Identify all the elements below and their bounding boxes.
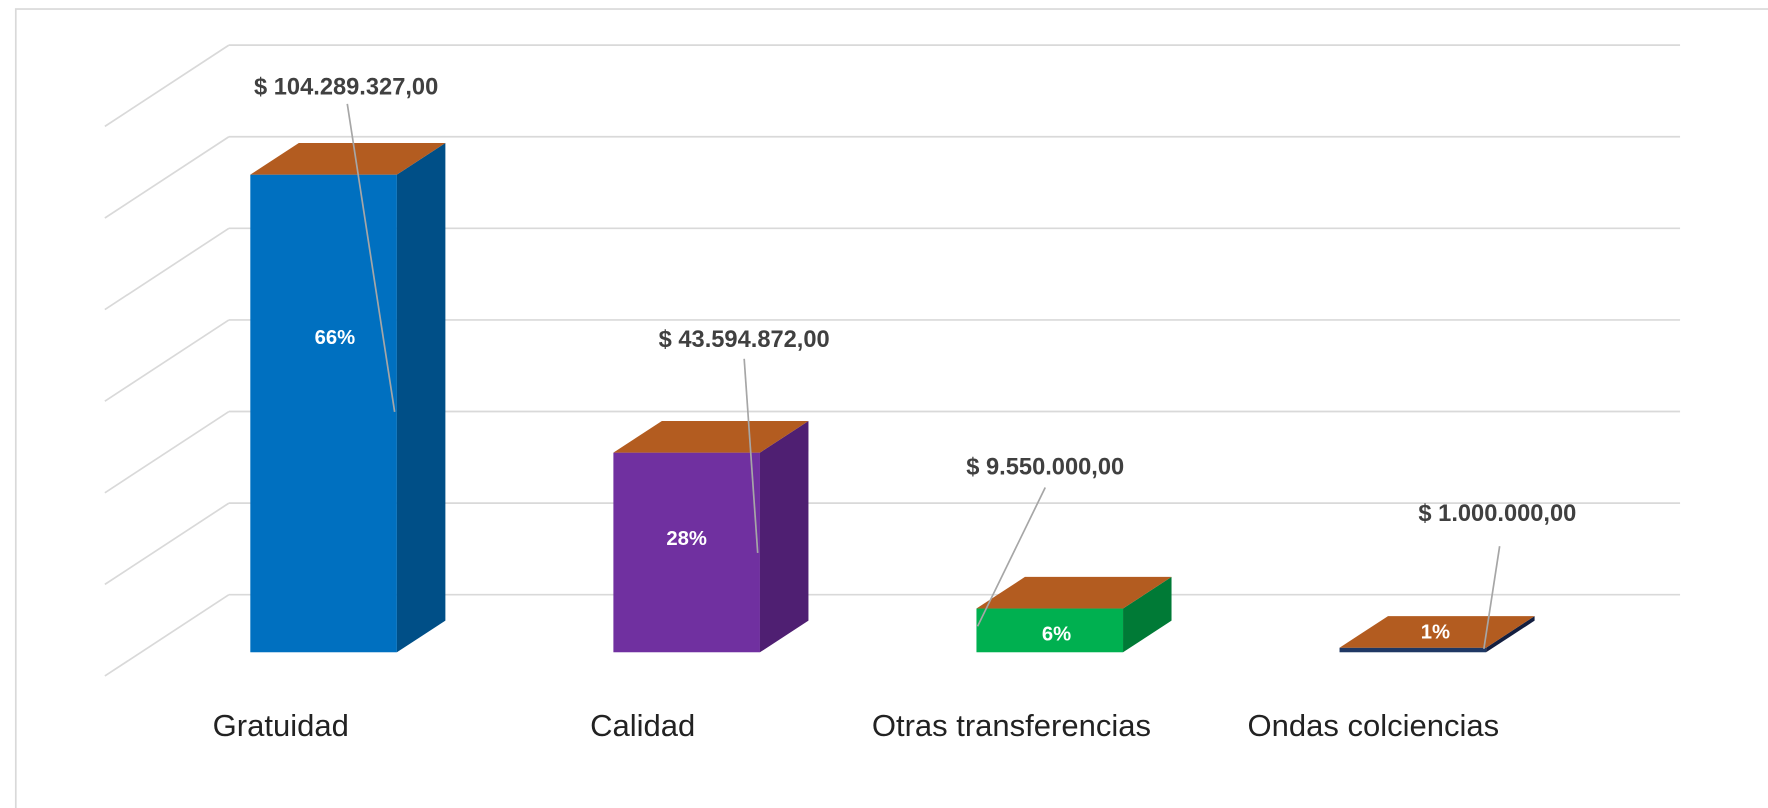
category-label: Gratuidad bbox=[212, 707, 349, 743]
value-label: $ 104.289.327,00 bbox=[254, 74, 438, 100]
share-label: 28% bbox=[666, 528, 707, 550]
bar-top bbox=[250, 143, 446, 175]
value-label: $ 43.594.872,00 bbox=[659, 327, 830, 353]
category-label: Calidad bbox=[590, 707, 696, 743]
bar-side bbox=[1486, 616, 1535, 653]
grid-line-side bbox=[104, 319, 230, 402]
bar-side bbox=[1123, 576, 1172, 653]
grid-line-side bbox=[104, 502, 230, 586]
share-label: 6% bbox=[1042, 624, 1071, 646]
value-label: $ 9.550.000,00 bbox=[966, 455, 1124, 481]
share-label: 1% bbox=[1421, 621, 1450, 643]
category-label: Otras transferencias bbox=[871, 707, 1151, 743]
category-label: Ondas colciencias bbox=[1247, 707, 1500, 743]
leader-line bbox=[976, 487, 1046, 627]
grid-line-side bbox=[104, 410, 230, 494]
frame bbox=[14, 8, 1768, 808]
bar-front bbox=[250, 174, 397, 653]
bar-top bbox=[613, 421, 809, 453]
grid-line-side bbox=[104, 136, 230, 219]
bar-side bbox=[759, 421, 809, 653]
bar-front bbox=[976, 608, 1124, 653]
value-label: $ 1.000.000,00 bbox=[1418, 501, 1576, 527]
leader-line bbox=[1483, 546, 1501, 650]
share-label: 66% bbox=[315, 327, 356, 349]
bar-side bbox=[396, 143, 446, 653]
grid-line-side bbox=[104, 594, 230, 677]
leader-line bbox=[346, 103, 396, 413]
bar-front bbox=[1339, 647, 1487, 653]
bar-top bbox=[976, 576, 1172, 609]
bar-front bbox=[613, 452, 760, 653]
grid-line-side bbox=[104, 44, 230, 128]
leader-line bbox=[743, 358, 759, 554]
grid-line-side bbox=[104, 227, 230, 311]
